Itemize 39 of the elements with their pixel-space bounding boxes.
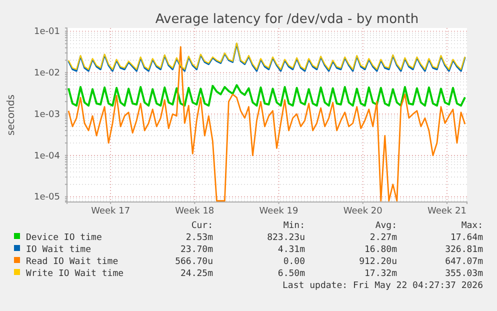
text: 355.03m	[445, 269, 483, 279]
text: 647.07m	[445, 257, 483, 267]
text: 2.27m	[370, 233, 397, 243]
y-tick-label: 1e-04	[34, 151, 60, 162]
line-series	[68, 84, 466, 107]
text: Last update: Fri May 22 04:27:37 2026	[282, 281, 483, 291]
legend-label: IO Wait time	[26, 245, 92, 255]
text: 326.81m	[445, 245, 483, 255]
y-tick-label: 1e-05	[34, 192, 60, 203]
x-tick-label: Week 19	[259, 206, 299, 216]
text: 17.64m	[450, 233, 483, 243]
x-tick-label: Week 20	[343, 206, 383, 216]
x-tick-label: Week 18	[175, 206, 214, 216]
text: 23.70m	[180, 245, 213, 255]
text: 6.50m	[278, 269, 305, 279]
text: Max:	[461, 221, 483, 231]
text: 2.53m	[186, 233, 213, 243]
y-tick-label: 1e-03	[34, 110, 60, 120]
text: Cur:	[191, 221, 213, 231]
text: Avg:	[375, 221, 397, 231]
y-tick-label: 1e-01	[34, 27, 60, 38]
text: 912.20u	[359, 257, 397, 267]
legend-label: Device IO time	[26, 233, 102, 243]
chart-title: Average latency for /dev/vda - by month	[155, 12, 419, 27]
text: 16.80m	[364, 245, 397, 255]
text: 24.25m	[180, 269, 213, 279]
x-tick-label: Week 21	[427, 206, 466, 216]
y-tick-label: 1e-02	[34, 68, 60, 79]
legend-label: Write IO Wait time	[26, 269, 124, 279]
x-tick-label: Week 17	[91, 206, 130, 216]
line-series	[68, 46, 466, 202]
text: Min:	[283, 221, 305, 231]
text: 17.32m	[364, 269, 397, 279]
text: 823.23u	[267, 233, 305, 243]
y-axis-title: seconds	[6, 94, 17, 136]
text: 0.00	[283, 257, 305, 267]
text: 566.70u	[175, 257, 213, 267]
text: 4.31m	[278, 245, 305, 255]
legend-label: Read IO Wait time	[26, 257, 118, 267]
